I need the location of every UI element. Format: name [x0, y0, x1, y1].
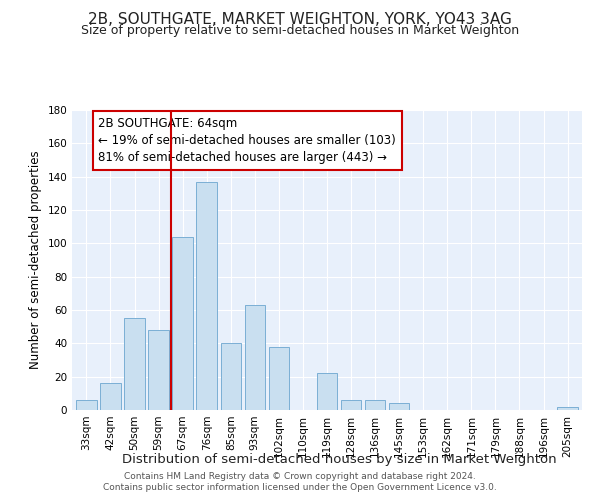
Text: Distribution of semi-detached houses by size in Market Weighton: Distribution of semi-detached houses by … [122, 452, 556, 466]
Text: Size of property relative to semi-detached houses in Market Weighton: Size of property relative to semi-detach… [81, 24, 519, 37]
Bar [557, 406, 578, 410]
Bar [148, 330, 169, 410]
Text: 2B, SOUTHGATE, MARKET WEIGHTON, YORK, YO43 3AG: 2B, SOUTHGATE, MARKET WEIGHTON, YORK, YO… [88, 12, 512, 28]
Bar [269, 346, 289, 410]
Bar [76, 400, 97, 410]
Y-axis label: Number of semi-detached properties: Number of semi-detached properties [29, 150, 42, 370]
Bar [196, 182, 217, 410]
Bar [341, 400, 361, 410]
Text: Contains public sector information licensed under the Open Government Licence v3: Contains public sector information licen… [103, 484, 497, 492]
Text: Contains HM Land Registry data © Crown copyright and database right 2024.: Contains HM Land Registry data © Crown c… [124, 472, 476, 481]
Bar [124, 318, 145, 410]
Bar [100, 384, 121, 410]
Bar [365, 400, 385, 410]
Bar [389, 404, 409, 410]
Bar [221, 344, 241, 410]
Bar [317, 374, 337, 410]
Bar [172, 236, 193, 410]
Bar [245, 305, 265, 410]
Text: 2B SOUTHGATE: 64sqm
← 19% of semi-detached houses are smaller (103)
81% of semi-: 2B SOUTHGATE: 64sqm ← 19% of semi-detach… [98, 116, 396, 164]
